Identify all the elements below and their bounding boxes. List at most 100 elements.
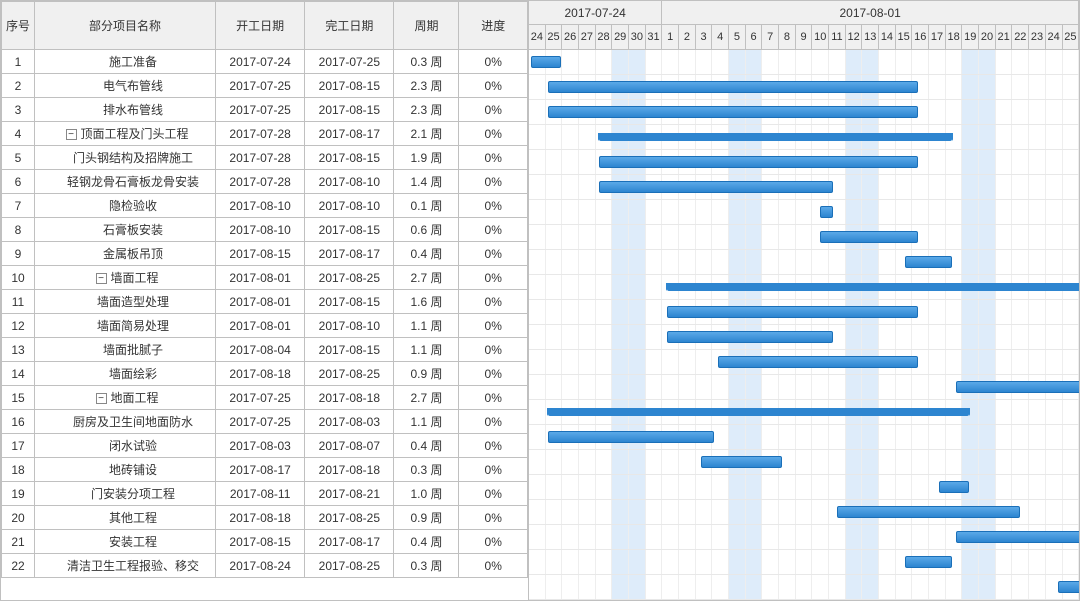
task-row[interactable]: 14墙面绘彩2017-08-182017-08-250.9 周0% — [2, 362, 528, 386]
task-progress: 0% — [459, 530, 528, 554]
task-end: 2017-08-10 — [305, 170, 394, 194]
task-row[interactable]: 12墙面简易处理2017-08-012017-08-101.1 周0% — [2, 314, 528, 338]
task-row[interactable]: 22清洁卫生工程报验、移交2017-08-242017-08-250.3 周0% — [2, 554, 528, 578]
gantt-task-bar[interactable] — [531, 56, 561, 68]
task-row[interactable]: 18地砖铺设2017-08-172017-08-180.3 周0% — [2, 458, 528, 482]
expand-toggle-icon[interactable]: − — [66, 129, 77, 140]
task-row[interactable]: 2电气布管线2017-07-252017-08-152.3 周0% — [2, 74, 528, 98]
task-start: 2017-08-18 — [216, 362, 305, 386]
task-name-text: 安装工程 — [109, 535, 157, 549]
gantt-task-bar[interactable] — [599, 156, 918, 168]
task-name-cell: −墙面工程 — [35, 266, 216, 290]
col-header-start[interactable]: 开工日期 — [216, 2, 305, 50]
timeline-row — [529, 50, 1079, 75]
task-row[interactable]: 13墙面批腻子2017-08-042017-08-151.1 周0% — [2, 338, 528, 362]
task-progress: 0% — [459, 170, 528, 194]
task-progress: 0% — [459, 482, 528, 506]
task-end: 2017-08-15 — [305, 218, 394, 242]
task-row[interactable]: 19门安装分项工程2017-08-112017-08-211.0 周0% — [2, 482, 528, 506]
timeline-row — [529, 525, 1079, 550]
task-row[interactable]: 9金属板吊顶2017-08-152017-08-170.4 周0% — [2, 242, 528, 266]
col-header-seq[interactable]: 序号 — [2, 2, 35, 50]
task-end: 2017-08-17 — [305, 242, 394, 266]
gantt-task-bar[interactable] — [548, 106, 918, 118]
task-row[interactable]: 10−墙面工程2017-08-012017-08-252.7 周0% — [2, 266, 528, 290]
gantt-summary-bar[interactable] — [548, 408, 969, 416]
task-progress: 0% — [459, 194, 528, 218]
timeline-row — [529, 425, 1079, 450]
expand-toggle-icon[interactable]: − — [96, 273, 107, 284]
day-header-cell: 11 — [829, 25, 846, 49]
day-header-cell: 31 — [646, 25, 663, 49]
task-name-text: 其他工程 — [109, 511, 157, 525]
task-seq: 14 — [2, 362, 35, 386]
gantt-task-bar[interactable] — [599, 181, 833, 193]
day-header-cell: 2 — [679, 25, 696, 49]
task-row[interactable]: 11墙面造型处理2017-08-012017-08-151.6 周0% — [2, 290, 528, 314]
day-header-cell: 25 — [1063, 25, 1080, 49]
gantt-task-bar[interactable] — [701, 456, 782, 468]
task-table-panel: 序号 部分项目名称 开工日期 完工日期 周期 进度 1施工准备2017-07-2… — [1, 1, 529, 600]
task-row[interactable]: 3排水布管线2017-07-252017-08-152.3 周0% — [2, 98, 528, 122]
task-name-cell: 闭水试验 — [35, 434, 216, 458]
task-end: 2017-08-17 — [305, 530, 394, 554]
day-header-cell: 28 — [596, 25, 613, 49]
timeline-row — [529, 75, 1079, 100]
task-name-text: 石膏板安装 — [103, 223, 163, 237]
gantt-task-bar[interactable] — [1058, 581, 1079, 593]
gantt-task-bar[interactable] — [956, 531, 1079, 543]
task-row[interactable]: 5门头钢结构及招牌施工2017-07-282017-08-151.9 周0% — [2, 146, 528, 170]
day-header-cell: 25 — [546, 25, 563, 49]
gantt-summary-bar[interactable] — [667, 283, 1079, 291]
task-row[interactable]: 1施工准备2017-07-242017-07-250.3 周0% — [2, 50, 528, 74]
task-row[interactable]: 16厨房及卫生间地面防水2017-07-252017-08-031.1 周0% — [2, 410, 528, 434]
gantt-task-bar[interactable] — [956, 381, 1079, 393]
col-header-end[interactable]: 完工日期 — [305, 2, 394, 50]
task-name-cell: −地面工程 — [35, 386, 216, 410]
task-progress: 0% — [459, 338, 528, 362]
task-progress: 0% — [459, 362, 528, 386]
col-header-progress[interactable]: 进度 — [459, 2, 528, 50]
task-duration: 0.6 周 — [394, 218, 459, 242]
expand-toggle-icon[interactable]: − — [96, 393, 107, 404]
task-duration: 1.6 周 — [394, 290, 459, 314]
task-name-cell: 墙面绘彩 — [35, 362, 216, 386]
task-row[interactable]: 20其他工程2017-08-182017-08-250.9 周0% — [2, 506, 528, 530]
task-end: 2017-08-18 — [305, 386, 394, 410]
gantt-task-bar[interactable] — [905, 556, 952, 568]
task-row[interactable]: 21安装工程2017-08-152017-08-170.4 周0% — [2, 530, 528, 554]
col-header-duration[interactable]: 周期 — [394, 2, 459, 50]
gantt-task-bar[interactable] — [718, 356, 918, 368]
gantt-task-bar[interactable] — [667, 331, 833, 343]
task-name-text: 施工准备 — [109, 55, 157, 69]
task-name-cell: 门安装分项工程 — [35, 482, 216, 506]
gantt-task-bar[interactable] — [820, 231, 918, 243]
task-start: 2017-07-25 — [216, 410, 305, 434]
task-row[interactable]: 7隐检验收2017-08-102017-08-100.1 周0% — [2, 194, 528, 218]
task-row[interactable]: 4−顶面工程及门头工程2017-07-282017-08-172.1 周0% — [2, 122, 528, 146]
task-row[interactable]: 17闭水试验2017-08-032017-08-070.4 周0% — [2, 434, 528, 458]
task-row[interactable]: 15−地面工程2017-07-252017-08-182.7 周0% — [2, 386, 528, 410]
task-name-cell: 隐检验收 — [35, 194, 216, 218]
task-table: 序号 部分项目名称 开工日期 完工日期 周期 进度 1施工准备2017-07-2… — [1, 1, 528, 578]
task-name-cell: 墙面简易处理 — [35, 314, 216, 338]
timeline-row — [529, 150, 1079, 175]
gantt-task-bar[interactable] — [939, 481, 969, 493]
gantt-task-bar[interactable] — [820, 206, 833, 218]
task-end: 2017-07-25 — [305, 50, 394, 74]
day-header-cell: 22 — [1012, 25, 1029, 49]
task-row[interactable]: 8石膏板安装2017-08-102017-08-150.6 周0% — [2, 218, 528, 242]
gantt-task-bar[interactable] — [548, 81, 918, 93]
gantt-task-bar[interactable] — [548, 431, 714, 443]
gantt-task-bar[interactable] — [837, 506, 1020, 518]
task-name-cell: 排水布管线 — [35, 98, 216, 122]
gantt-task-bar[interactable] — [905, 256, 952, 268]
task-progress: 0% — [459, 242, 528, 266]
gantt-task-bar[interactable] — [667, 306, 918, 318]
col-header-name[interactable]: 部分项目名称 — [35, 2, 216, 50]
task-progress: 0% — [459, 218, 528, 242]
task-name-cell: 清洁卫生工程报验、移交 — [35, 554, 216, 578]
task-row[interactable]: 6轻钢龙骨石膏板龙骨安装2017-07-282017-08-101.4 周0% — [2, 170, 528, 194]
gantt-summary-bar[interactable] — [599, 133, 952, 141]
task-name-text: 墙面批腻子 — [103, 343, 163, 357]
